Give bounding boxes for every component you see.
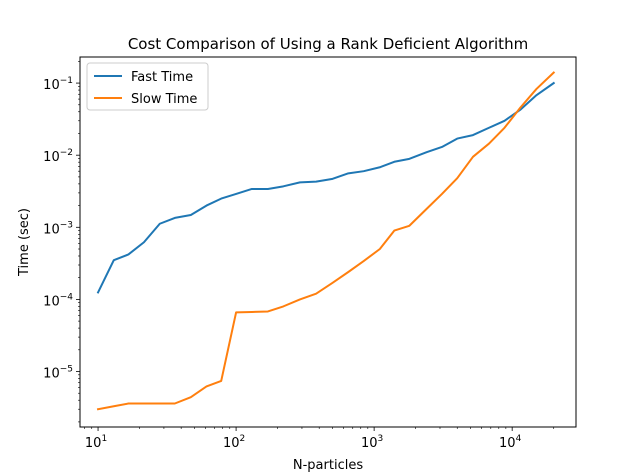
x-tick-exponent: 4 [516, 434, 522, 444]
x-tick-base: 10 [499, 436, 516, 451]
y-tick-base: 10 [43, 222, 60, 237]
y-tick-exponent: −5 [60, 365, 73, 375]
y-tick-exponent: −1 [60, 76, 73, 86]
x-tick-label: 101 [85, 434, 107, 451]
y-tick-exponent: −3 [60, 220, 73, 230]
legend-label-fast-time: Fast Time [131, 70, 193, 85]
series-line-slow-time [96, 71, 556, 411]
x-tick-base: 10 [223, 436, 240, 451]
x-tick-label: 103 [361, 434, 383, 451]
y-axis-ticks: 10−510−410−310−210−1 [43, 61, 80, 423]
x-tick-base: 10 [85, 436, 102, 451]
x-tick-label: 102 [223, 434, 245, 451]
y-tick-base: 10 [43, 294, 60, 309]
x-axis-ticks: 101 102 103 104 [84, 427, 555, 451]
y-tick-exponent: −4 [60, 292, 74, 302]
legend: Fast Time Slow Time [86, 62, 209, 111]
x-tick-base: 10 [361, 436, 378, 451]
y-tick-label: 10−3 [43, 220, 73, 237]
x-tick-exponent: 1 [101, 434, 107, 444]
y-tick-label: 10−1 [43, 76, 73, 93]
y-tick-label: 10−2 [43, 148, 73, 165]
x-axis-title: N-particles [293, 458, 363, 473]
plot-area: 101 102 103 104 10−510−410−310−210−1 [43, 56, 577, 451]
y-tick-base: 10 [43, 78, 60, 93]
series-line-fast-time [96, 81, 556, 294]
y-tick-base: 10 [43, 150, 60, 165]
x-tick-exponent: 2 [239, 434, 245, 444]
y-tick-base: 10 [43, 367, 60, 382]
chart-title: Cost Comparison of Using a Rank Deficien… [128, 35, 528, 53]
series-layer [96, 71, 556, 411]
y-axis-title: Time (sec) [17, 208, 32, 277]
plot-frame [79, 56, 577, 428]
y-tick-label: 10−4 [43, 292, 73, 309]
y-tick-exponent: −2 [60, 148, 73, 158]
legend-items: Fast Time Slow Time [94, 70, 197, 107]
y-tick-label: 10−5 [43, 365, 73, 382]
x-tick-label: 104 [499, 434, 522, 451]
legend-label-slow-time: Slow Time [131, 92, 197, 107]
x-tick-exponent: 3 [378, 434, 384, 444]
